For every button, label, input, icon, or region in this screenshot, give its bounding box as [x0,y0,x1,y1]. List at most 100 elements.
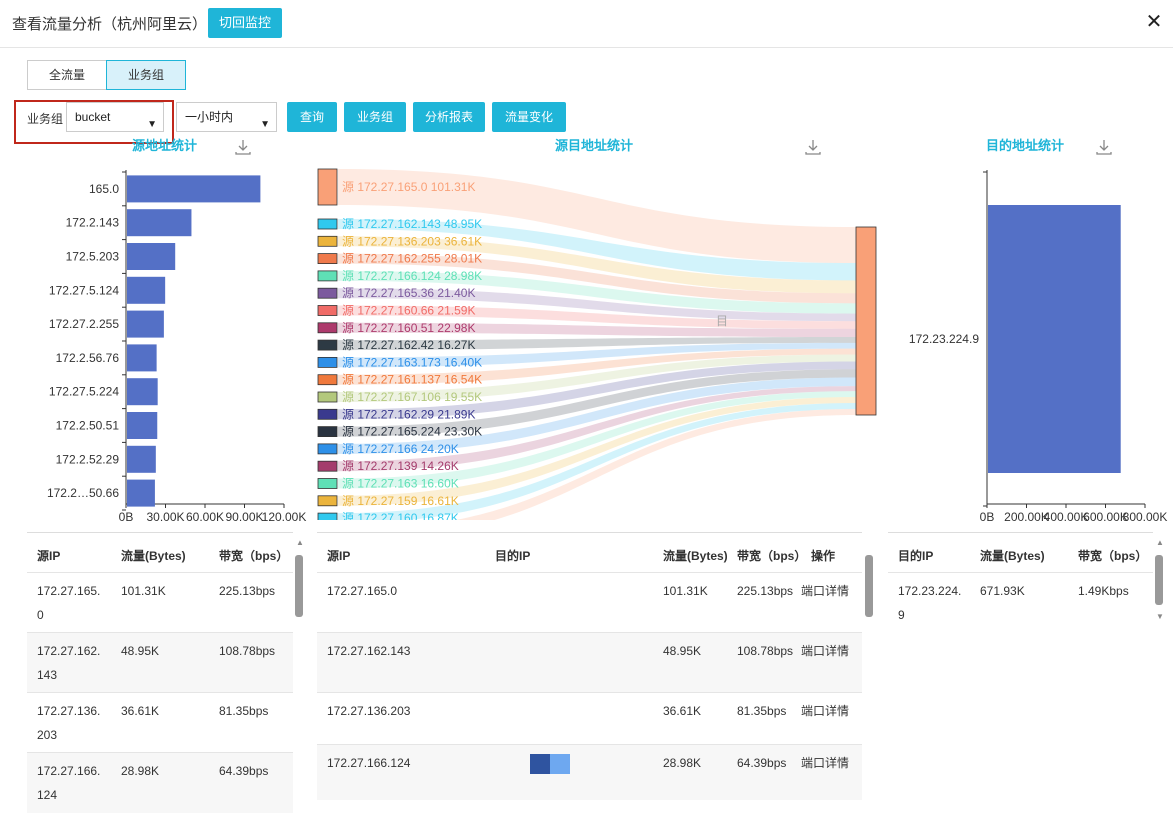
sankey-node-label: 源 172.27.162.255 28.01K [342,252,482,266]
sankey-node-label: 源 172.27.159 16.61K [342,494,459,508]
sankey-source-node [317,253,338,264]
category-label: 172.2…50.66 [47,486,119,500]
time-select[interactable]: 一小时内 ▼ [176,102,277,132]
table-row[interactable]: 172.27.165.0 101.31K 225.13bps [27,573,293,633]
source-table-scrollbar[interactable] [295,555,303,617]
col-header: 带宽（bps） [1078,549,1148,563]
table-row[interactable]: 172.27.162.143 48.95K 108.78bps 端口详情 [317,633,862,693]
sankey-source-node [317,305,338,316]
table-row[interactable]: 172.27.136.203 36.61K 81.35bps 端口详情 [317,693,862,745]
sankey-node-label: 源 172.27.167.106 19.55K [342,390,482,404]
sankey-node-label: 源 172.27.160.51 22.98K [342,321,475,335]
tab-all-traffic[interactable]: 全流量 [27,60,107,90]
col-header: 带宽（bps） [737,549,807,563]
scroll-up-icon[interactable]: ▲ [1156,538,1164,547]
col-header: 目的IP [495,549,531,563]
query-button[interactable]: 查询 [287,102,337,132]
dialog-header [0,0,1173,48]
business-group-button[interactable]: 业务组 [344,102,406,132]
x-tick-label: 0B [980,510,995,524]
tab-business-group[interactable]: 业务组 [106,60,186,90]
sankey-link [338,369,856,437]
dest-table-scrollbar[interactable] [1155,555,1163,605]
sankey-chart: 源 172.27.165.0 101.31K 源 172.27.162.143 4… [317,168,877,520]
download-icon[interactable] [1095,138,1113,159]
bar [127,412,158,439]
group-select[interactable]: bucket ▼ [66,102,164,132]
sankey-source-node [317,443,338,455]
switch-monitor-button[interactable]: 切回监控 [208,8,282,38]
x-tick-label: 90.00K [225,510,263,524]
sankey-link [338,322,856,338]
sankey-chart-title: 源目地址统计 [555,138,634,153]
sankey-source-node [317,495,338,507]
pair-table-scrollbar[interactable] [865,555,873,617]
sankey-link [338,305,856,329]
table-row[interactable]: 172.27.165.0 101.31K 225.13bps 端口详情 [317,573,862,633]
chevron-down-icon: ▼ [260,119,270,130]
sankey-source-node [317,235,338,247]
sankey-link [338,391,856,489]
port-detail-link[interactable]: 端口详情 [801,704,850,718]
sankey-link [338,169,856,263]
bar [127,243,176,270]
sankey-source-node [317,322,338,334]
col-header: 操作 [811,549,836,563]
table-row[interactable]: 172.27.166.124 28.98K 64.39bps 端口详情 [317,745,862,800]
sankey-source-node [317,270,338,282]
table-row[interactable]: 172.27.162.143 48.95K 108.78bps [27,633,293,693]
sankey-source-node [317,374,338,386]
download-icon[interactable] [234,138,252,159]
port-detail-link[interactable]: 端口详情 [801,584,850,598]
table-row[interactable]: 172.27.166.124 28.98K 64.39bps [27,753,293,813]
category-label: 172.27.5.124 [49,283,119,297]
category-label: 172.27.2.255 [49,317,119,331]
traffic-change-button[interactable]: 流量变化 [492,102,566,132]
source-chart-title: 源地址统计 [132,138,198,153]
bar [127,175,261,203]
port-detail-link[interactable]: 端口详情 [801,756,850,770]
bar [127,445,156,473]
sankey-link [338,337,856,351]
sankey-source-node [317,339,338,351]
analysis-report-button[interactable]: 分析报表 [413,102,485,132]
sankey-node-label: 源 172.27.166.124 28.98K [342,269,482,283]
sankey-source-node [317,512,338,520]
scroll-up-icon[interactable]: ▲ [296,538,304,547]
close-icon[interactable]: ✕ [1145,11,1163,33]
category-label: 172.2.143 [66,216,120,230]
table-row[interactable]: 172.23.224.9 671.93K 1.49Kbps [898,584,1129,622]
sankey-node-label: 源 172.27.165.36 21.40K [342,286,475,300]
sankey-link [338,288,856,322]
sankey-link [338,377,856,454]
x-tick-label: 0B [119,510,134,524]
pair-table: 源IP 目的IP 流量(Bytes) 带宽（bps） 操作 172.27.165… [317,532,862,800]
sankey-link [338,219,856,281]
category-label: 172.5.203 [66,250,120,264]
col-header: 流量(Bytes) [121,549,186,563]
col-header: 目的IP [898,549,934,563]
bar [127,479,155,507]
sankey-link [338,361,856,420]
sankey-link [338,270,856,314]
sankey-link [338,348,856,385]
sankey-link [455,408,856,520]
source-table: 源IP 流量(Bytes) 带宽（bps） 172.27.165.0 101.3… [27,532,293,813]
scroll-down-icon[interactable]: ▼ [1156,612,1164,621]
source-bar-chart: 165.0 172.2.143 172.5.203 172.27.5.124 172.2… [47,170,306,524]
sankey-link [338,253,856,304]
sankey-source-node [317,408,338,420]
download-icon[interactable] [804,138,822,159]
x-tick-label: 60.00K [186,510,224,524]
sankey-node-label: 源 172.27.160 16.87K [342,511,459,520]
category-label: 172.27.5.224 [49,385,119,399]
x-tick-label: 400.00K [1044,510,1089,524]
port-detail-link[interactable]: 端口详情 [801,644,850,658]
sankey-node-label: 源 172.27.160.66 21.59K [342,304,475,318]
table-row[interactable]: 172.27.136.203 36.61K 81.35bps [27,693,293,753]
sankey-source-node [317,478,338,489]
redaction-block [530,754,550,774]
bar [127,209,192,237]
sankey-node-label: 源 172.27.139 14.26K [342,459,459,473]
highlight-box [14,100,174,144]
